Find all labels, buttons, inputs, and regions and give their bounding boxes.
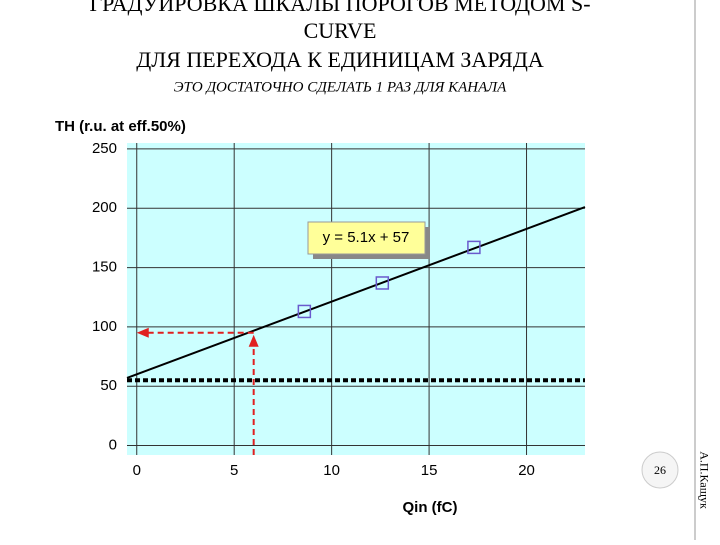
y-tick-label: 250	[92, 140, 117, 157]
equation-box	[307, 221, 426, 255]
data-point	[375, 276, 390, 290]
x-axis-label: Qin (fC)	[403, 499, 458, 516]
title-line: ДЛЯ ПЕРЕХОДА К ЕДИНИЦАМ ЗАРЯДА	[136, 47, 544, 72]
arrow-head	[248, 334, 259, 347]
arrow-head	[136, 327, 149, 338]
author: А.П.Кащук	[697, 451, 711, 509]
y-tick-label: 0	[109, 436, 117, 453]
title-line: ГРАДУИРОВКА ШКАЛЫ ПОРОГОВ МЕТОДОМ S-	[89, 0, 590, 16]
plot-area	[127, 143, 585, 455]
page-number: 26	[654, 463, 666, 477]
x-tick-label: 15	[421, 462, 438, 479]
data-point	[297, 304, 312, 319]
title-line: CURVE	[304, 18, 377, 43]
y-tick-label: 100	[92, 318, 117, 335]
y-axis-label: TH (r.u. at eff.50%)	[55, 118, 186, 135]
y-tick-label: 200	[92, 199, 117, 216]
subtitle: ЭТО ДОСТАТОЧНО СДЕЛАТЬ 1 РАЗ ДЛЯ КАНАЛА	[174, 79, 507, 95]
x-tick-label: 0	[133, 462, 141, 479]
y-tick-label: 50	[100, 377, 117, 394]
y-tick-label: 150	[92, 259, 117, 276]
page-badge	[641, 451, 679, 489]
data-point	[467, 240, 481, 255]
x-tick-label: 10	[323, 462, 340, 479]
x-tick-label: 20	[518, 462, 535, 479]
fit-line	[126, 206, 586, 379]
x-tick-label: 5	[230, 462, 238, 479]
equation-label: y = 5.1x + 57	[323, 229, 410, 246]
